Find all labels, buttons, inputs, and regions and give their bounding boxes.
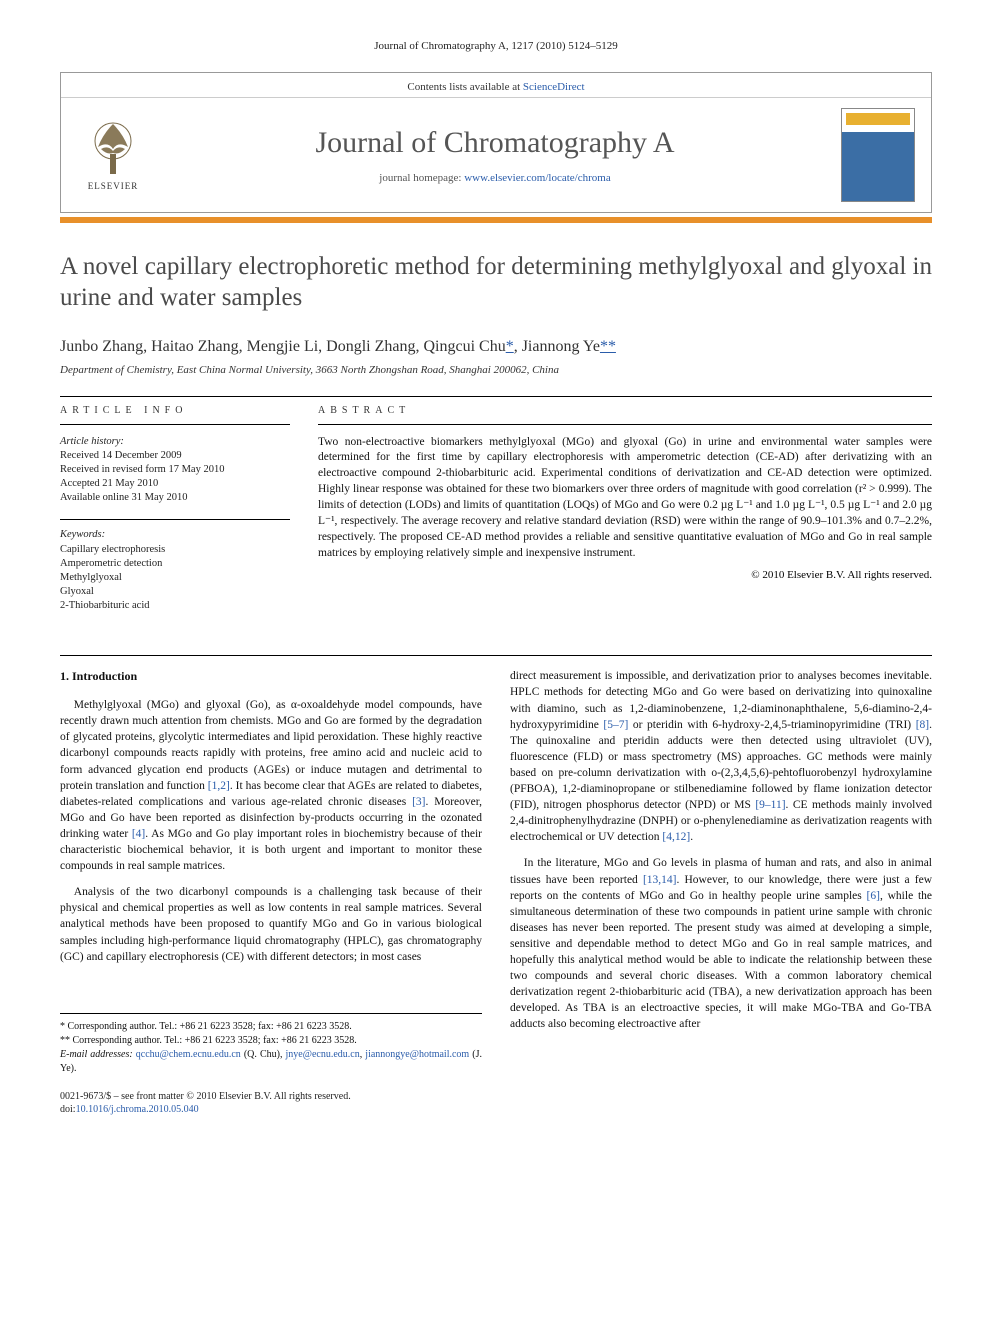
corresponding-mark-1[interactable]: * [506, 338, 514, 355]
left-para-1: Methylglyoxal (MGo) and glyoxal (Go), as… [60, 697, 482, 874]
email-link-1[interactable]: qcchu@chem.ecnu.edu.cn [136, 1049, 241, 1060]
rule-history [60, 519, 290, 520]
keyword-1: Capillary electrophoresis [60, 543, 290, 557]
body-left-column: 1. Introduction Methylglyoxal (MGo) and … [60, 668, 482, 1116]
abstract-copyright: © 2010 Elsevier B.V. All rights reserved… [318, 569, 932, 581]
keyword-2: Amperometric detection [60, 557, 290, 571]
email-label: E-mail addresses: [60, 1049, 133, 1060]
history-online: Available online 31 May 2010 [60, 491, 290, 505]
authors-main: Junbo Zhang, Haitao Zhang, Mengjie Li, D… [60, 338, 506, 355]
citation-link[interactable]: [8] [916, 719, 929, 731]
abstract-column: ABSTRACT Two non-electroactive biomarker… [318, 405, 932, 628]
corresponding-mark-2[interactable]: ** [600, 338, 616, 355]
elsevier-tree-icon [83, 119, 143, 179]
citation-link[interactable]: [3] [412, 796, 425, 808]
journal-cover-thumbnail [841, 108, 915, 202]
keywords-block: Keywords: Capillary electrophoresis Ampe… [60, 528, 290, 613]
rule-top [60, 396, 932, 397]
abstract-text: Two non-electroactive biomarkers methylg… [318, 435, 932, 562]
elsevier-name: ELSEVIER [88, 181, 139, 191]
contents-available-line: Contents lists available at ScienceDirec… [407, 81, 584, 93]
email1-who: (Q. Chu), [241, 1049, 286, 1060]
article-info-head: ARTICLE INFO [60, 405, 290, 425]
body-right-column: direct measurement is impossible, and de… [510, 668, 932, 1116]
footer-line-1: 0021-9673/$ – see front matter © 2010 El… [60, 1090, 482, 1104]
history-received: Received 14 December 2009 [60, 449, 290, 463]
author-last: , Jiannong Ye [514, 338, 600, 355]
footnote-emails: E-mail addresses: qcchu@chem.ecnu.edu.cn… [60, 1048, 482, 1076]
left-para-2: Analysis of the two dicarbonyl compounds… [60, 884, 482, 964]
article-title: A novel capillary electrophoretic method… [60, 251, 932, 314]
footnote-corr2: ** Corresponding author. Tel.: +86 21 62… [60, 1034, 482, 1048]
section-number: 1. [60, 669, 69, 683]
email-link-3[interactable]: jiannongye@hotmail.com [365, 1049, 469, 1060]
article-info-column: ARTICLE INFO Article history: Received 1… [60, 405, 290, 628]
citation-link[interactable]: [4] [132, 828, 145, 840]
doi-prefix: doi: [60, 1104, 76, 1115]
right-para-1: direct measurement is impossible, and de… [510, 668, 932, 845]
section-title-text: Introduction [72, 669, 137, 683]
page-footer: 0021-9673/$ – see front matter © 2010 El… [60, 1090, 482, 1117]
body-columns: 1. Introduction Methylglyoxal (MGo) and … [60, 668, 932, 1116]
citation-link[interactable]: [13,14] [643, 874, 677, 886]
footnotes: * Corresponding author. Tel.: +86 21 622… [60, 1013, 482, 1076]
citation-link[interactable]: [6] [867, 890, 880, 902]
right-para-2: In the literature, MGo and Go levels in … [510, 855, 932, 1032]
footnote-corr1: * Corresponding author. Tel.: +86 21 622… [60, 1020, 482, 1034]
history-label: Article history: [60, 435, 290, 449]
elsevier-logo: ELSEVIER [77, 115, 149, 195]
email-link-2[interactable]: jnye@ecnu.edu.cn [286, 1049, 360, 1060]
citation-link[interactable]: [1,2] [208, 780, 230, 792]
abstract-head: ABSTRACT [318, 405, 932, 425]
journal-homepage-link[interactable]: www.elsevier.com/locate/chroma [464, 172, 611, 184]
journal-header: Contents lists available at ScienceDirec… [60, 72, 932, 213]
orange-divider-bar [60, 217, 932, 223]
article-history: Article history: Received 14 December 20… [60, 435, 290, 506]
affiliation: Department of Chemistry, East China Norm… [60, 364, 932, 376]
history-accepted: Accepted 21 May 2010 [60, 477, 290, 491]
citation-link[interactable]: [9–11] [755, 799, 785, 811]
homepage-prefix: journal homepage: [379, 172, 464, 184]
rule-abstract-bottom [60, 655, 932, 656]
citation-link[interactable]: [4,12] [662, 831, 690, 843]
author-list: Junbo Zhang, Haitao Zhang, Mengjie Li, D… [60, 338, 932, 356]
history-revised: Received in revised form 17 May 2010 [60, 463, 290, 477]
running-head: Journal of Chromatography A, 1217 (2010)… [60, 40, 932, 52]
sciencedirect-link[interactable]: ScienceDirect [523, 81, 585, 93]
keywords-label: Keywords: [60, 528, 290, 542]
journal-name: Journal of Chromatography A [149, 126, 841, 160]
journal-homepage-line: journal homepage: www.elsevier.com/locat… [149, 172, 841, 184]
contents-prefix: Contents lists available at [407, 81, 522, 93]
citation-link[interactable]: [5–7] [603, 719, 628, 731]
footer-doi: doi:10.1016/j.chroma.2010.05.040 [60, 1103, 482, 1117]
section-1-title: 1. Introduction [60, 668, 482, 685]
keyword-3: Methylglyoxal [60, 571, 290, 585]
keyword-4: Glyoxal [60, 585, 290, 599]
doi-link[interactable]: 10.1016/j.chroma.2010.05.040 [76, 1104, 199, 1115]
keyword-5: 2-Thiobarbituric acid [60, 599, 290, 613]
